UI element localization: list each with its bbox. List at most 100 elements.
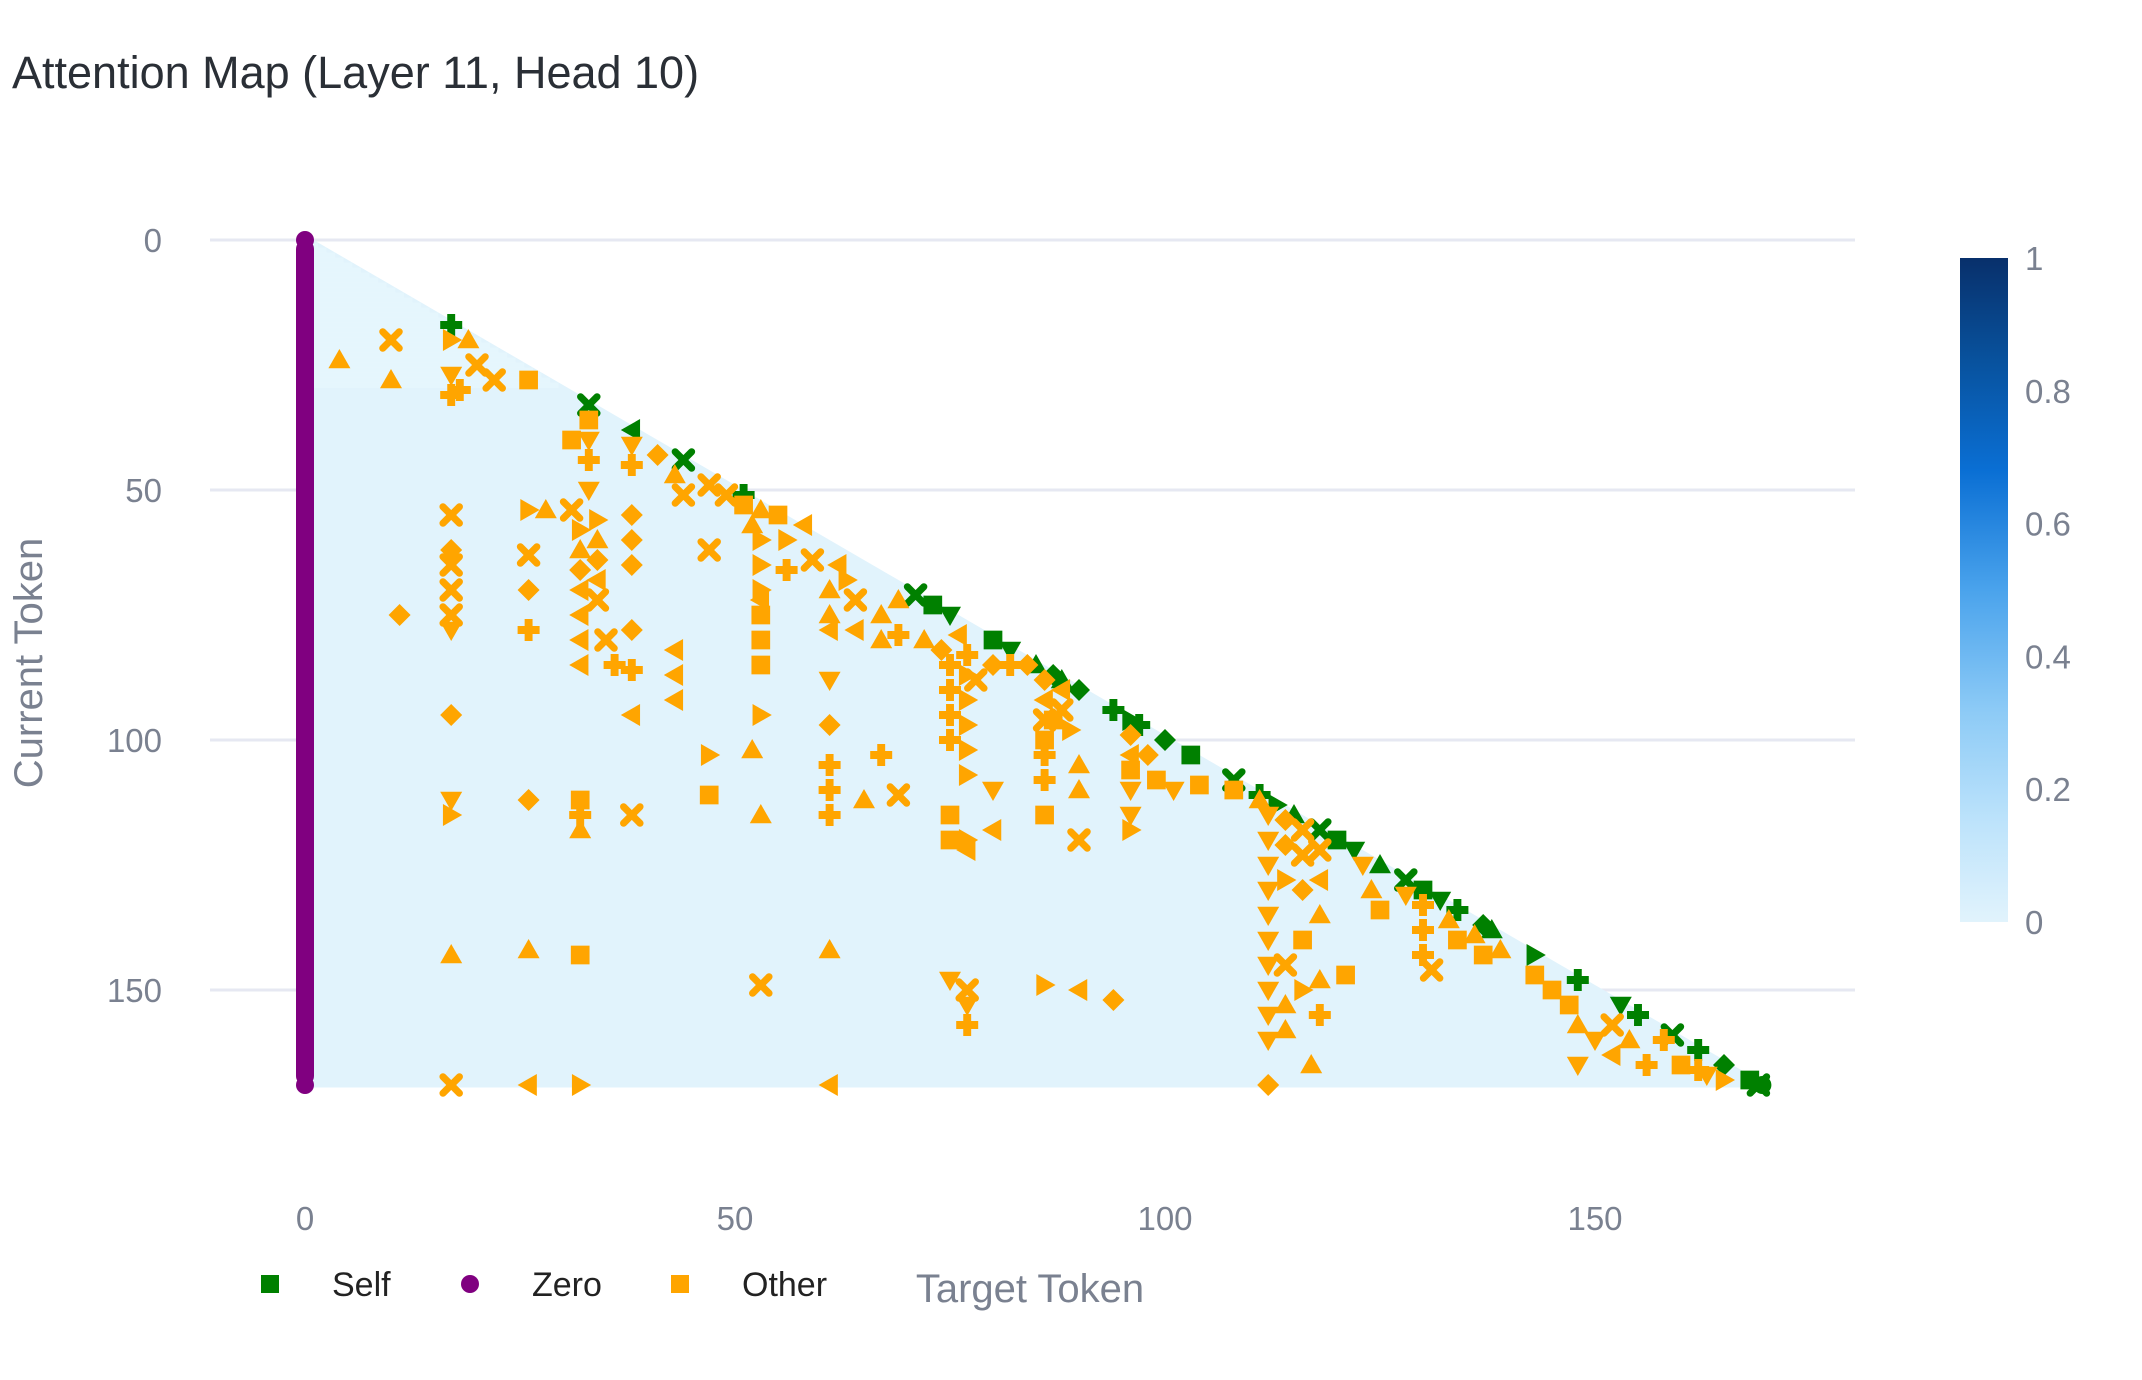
other-point <box>1122 819 1142 841</box>
self-point <box>1154 729 1176 751</box>
legend-marker-self <box>261 1275 279 1293</box>
colorbar-tick-label: 0.4 <box>2025 638 2071 675</box>
other-point <box>844 619 864 641</box>
other-point <box>1257 806 1280 826</box>
other-point <box>1119 781 1142 801</box>
zero-point <box>296 1006 314 1024</box>
other-point <box>1566 1014 1589 1034</box>
other-point <box>1394 886 1417 906</box>
heatmap-row <box>300 282 387 288</box>
other-point <box>1257 1074 1280 1096</box>
other-point <box>1257 1006 1280 1026</box>
other-point <box>752 704 772 726</box>
other-point <box>517 619 540 641</box>
zero-point <box>296 481 314 499</box>
other-point <box>1067 828 1091 852</box>
other-point <box>1033 769 1056 791</box>
other-point <box>1162 781 1185 801</box>
other-point <box>585 588 610 612</box>
other-point <box>1274 994 1297 1014</box>
heatmap-row <box>300 367 533 373</box>
heatmap-row <box>300 307 430 313</box>
heatmap-row <box>300 257 344 263</box>
legend-marker-zero <box>461 1275 479 1293</box>
zero-point <box>296 856 314 874</box>
other-point <box>439 503 463 527</box>
other-point <box>440 704 463 726</box>
other-point <box>1121 760 1140 780</box>
self-point <box>983 630 1003 650</box>
self-point <box>1413 880 1433 900</box>
legend[interactable]: Self Zero Other <box>261 1266 827 1304</box>
other-point <box>1412 919 1434 941</box>
other-point <box>982 654 1004 676</box>
other-point <box>1190 775 1209 795</box>
zero-point <box>296 631 314 649</box>
other-point <box>569 654 589 676</box>
other-point <box>752 579 772 601</box>
heatmap-row <box>300 277 379 283</box>
self-point <box>1068 679 1090 701</box>
other-point <box>818 1074 838 1096</box>
self-point <box>671 448 696 472</box>
other-point <box>663 689 684 711</box>
other-point <box>940 830 960 850</box>
other-point <box>517 1074 537 1096</box>
other-point <box>663 664 684 686</box>
legend-item-self[interactable]: Self <box>261 1266 391 1304</box>
other-point <box>569 559 592 581</box>
zero-point <box>296 906 314 924</box>
other-point <box>838 569 858 591</box>
zero-point <box>296 681 314 699</box>
other-point <box>1257 856 1280 876</box>
other-point <box>577 481 600 501</box>
other-point <box>714 483 739 507</box>
heatmap-row <box>300 322 456 328</box>
other-point <box>1525 965 1545 985</box>
other-point <box>818 939 841 959</box>
other-point <box>939 704 961 726</box>
self-point <box>1526 944 1546 966</box>
other-point <box>577 449 600 471</box>
x-tick-label: 150 <box>1567 1200 1622 1237</box>
other-point <box>1715 1069 1735 1091</box>
self-point <box>1308 818 1332 842</box>
heatmap-row <box>300 302 422 308</box>
zero-point <box>296 1031 314 1049</box>
other-point <box>589 509 609 531</box>
y-tick-label: 50 <box>125 472 162 509</box>
other-point <box>1147 770 1166 790</box>
other-point <box>620 504 643 526</box>
zero-point <box>296 231 314 249</box>
other-point <box>939 971 961 991</box>
other-point <box>671 483 696 507</box>
other-point <box>571 1074 592 1096</box>
self-point <box>1480 919 1503 939</box>
other-point <box>853 789 875 809</box>
other-point <box>1257 956 1280 976</box>
x-axis-ticks: 0 50 100 150 <box>296 1200 1623 1237</box>
legend-item-other[interactable]: Other <box>671 1266 827 1304</box>
other-point <box>620 803 644 827</box>
other-point <box>1290 818 1315 842</box>
self-point <box>1394 868 1418 892</box>
colorbar-tick-label: 0.8 <box>2025 373 2071 410</box>
zero-point <box>296 956 314 974</box>
heatmap-row <box>300 352 508 358</box>
legend-item-zero[interactable]: Zero <box>461 1266 602 1304</box>
colorbar-tick-label: 0.6 <box>2025 506 2071 543</box>
other-point <box>818 714 841 736</box>
self-point <box>440 314 463 336</box>
other-point <box>1294 979 1314 1001</box>
other-point <box>741 739 764 759</box>
other-point <box>439 578 463 602</box>
other-point <box>1584 1031 1606 1051</box>
other-point <box>569 629 589 651</box>
self-point <box>1343 841 1366 861</box>
self-point <box>1627 1004 1649 1026</box>
other-point <box>699 785 719 805</box>
other-point <box>1102 989 1125 1011</box>
other-point <box>982 781 1004 801</box>
x-tick-label: 100 <box>1137 1200 1192 1237</box>
